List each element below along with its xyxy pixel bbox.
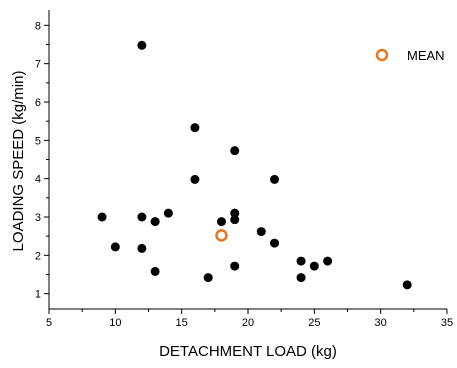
data-point [137,40,147,50]
data-point [230,215,240,225]
y-tick-label: 5 [35,135,41,147]
data-point [230,208,240,218]
data-point [309,261,319,271]
data-point [137,243,147,253]
y-tick-label: 7 [35,59,41,71]
data-point [256,227,266,237]
x-tick-label: 30 [375,317,387,329]
data-point [230,261,240,271]
x-tick-label: 15 [176,317,188,329]
data-point [270,174,280,184]
data-point [230,146,240,156]
data-point [110,242,120,252]
data-point [97,212,107,222]
mean-point [215,229,228,242]
x-tick-label: 20 [242,317,254,329]
data-point [323,256,333,266]
data-point [163,208,173,218]
data-point [137,212,147,222]
legend-label-mean: MEAN [407,48,445,63]
y-tick-label: 3 [35,212,41,224]
data-point [203,273,213,283]
y-tick-label: 4 [35,174,41,186]
y-tick-label: 1 [35,289,41,301]
data-point [190,174,200,184]
ticks: 5 10 15 20 25 30 35 1 2 3 4 5 6 7 8 [35,20,453,329]
y-axis-title: LOADING SPEED (kg/min) [10,71,27,252]
data-point [402,280,412,290]
data-point [270,238,280,248]
data-points [97,40,412,290]
legend: MEAN [375,48,445,63]
y-tick-label: 6 [35,97,41,109]
x-tick-label: 35 [441,317,453,329]
x-tick-label: 5 [46,317,52,329]
data-point [296,273,306,283]
legend-marker-mean [375,48,389,62]
data-point [150,266,160,276]
x-tick-label: 25 [308,317,320,329]
y-tick-label: 8 [35,20,41,32]
data-point [150,217,160,227]
x-axis-title: DETACHMENT LOAD (kg) [159,343,337,360]
y-tick-label: 2 [35,250,41,262]
x-tick-label: 10 [109,317,121,329]
data-point [190,123,200,133]
data-point [296,256,306,266]
data-point [216,217,226,227]
